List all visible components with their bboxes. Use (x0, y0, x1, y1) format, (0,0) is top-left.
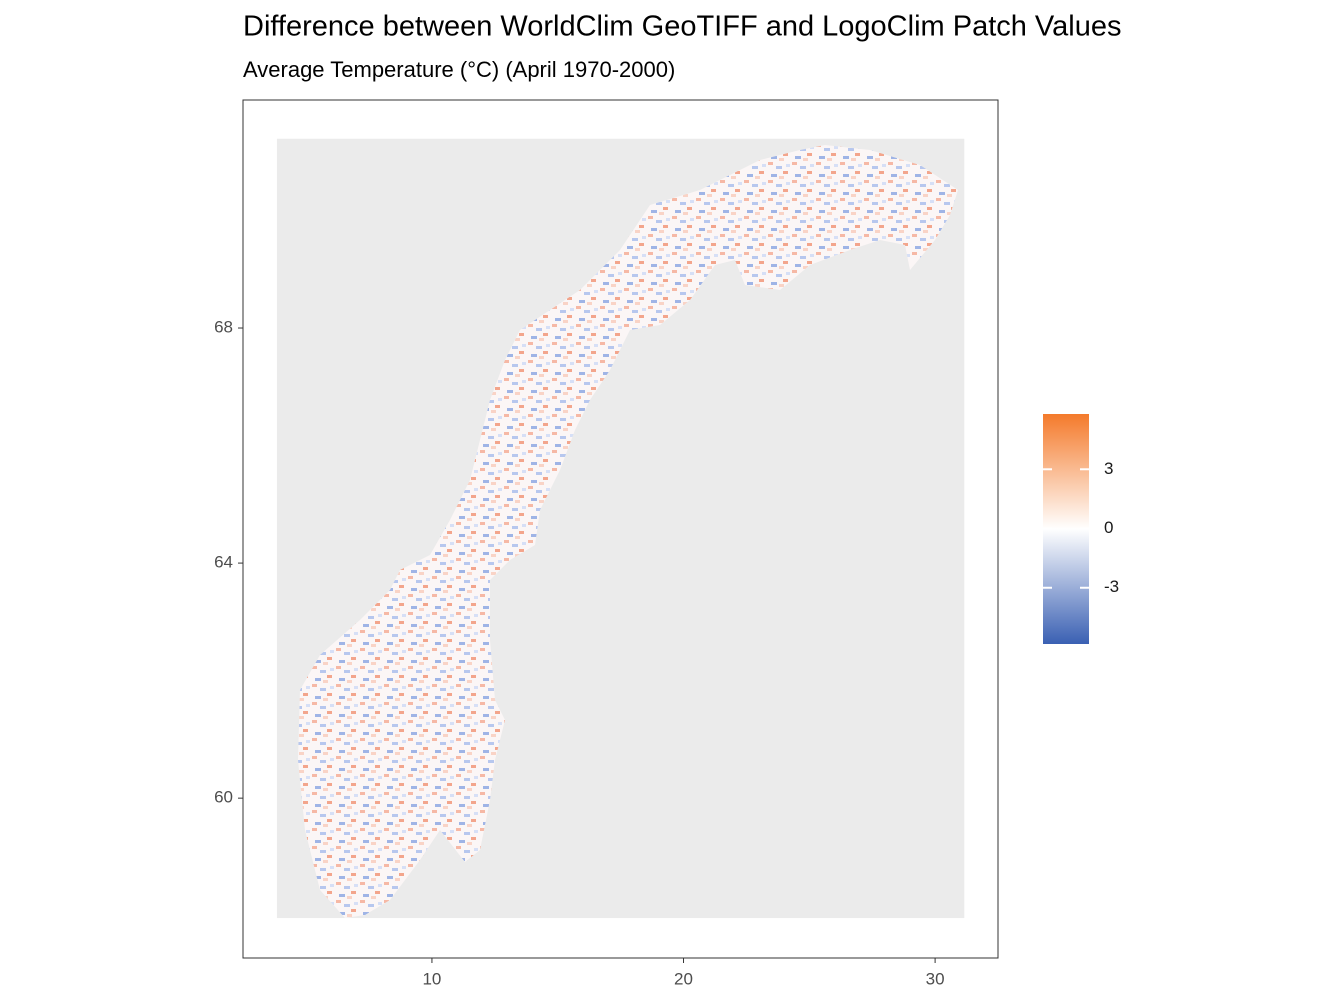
y-tick-label: 60 (214, 788, 233, 807)
y-tick-label: 68 (214, 318, 233, 337)
x-tick-label: 20 (674, 969, 693, 988)
colorbar-label: 3 (1104, 459, 1113, 478)
land-raster (298, 145, 958, 918)
x-tick-label: 30 (926, 969, 945, 988)
x-tick-label: 10 (422, 969, 441, 988)
colorbar-label: 0 (1104, 518, 1113, 537)
chart-subtitle: Average Temperature (°C) (April 1970-200… (243, 57, 675, 82)
colorbar-label: -3 (1104, 577, 1119, 596)
y-tick-label: 64 (214, 553, 233, 572)
chart-title: Difference between WorldClim GeoTIFF and… (243, 11, 1121, 43)
